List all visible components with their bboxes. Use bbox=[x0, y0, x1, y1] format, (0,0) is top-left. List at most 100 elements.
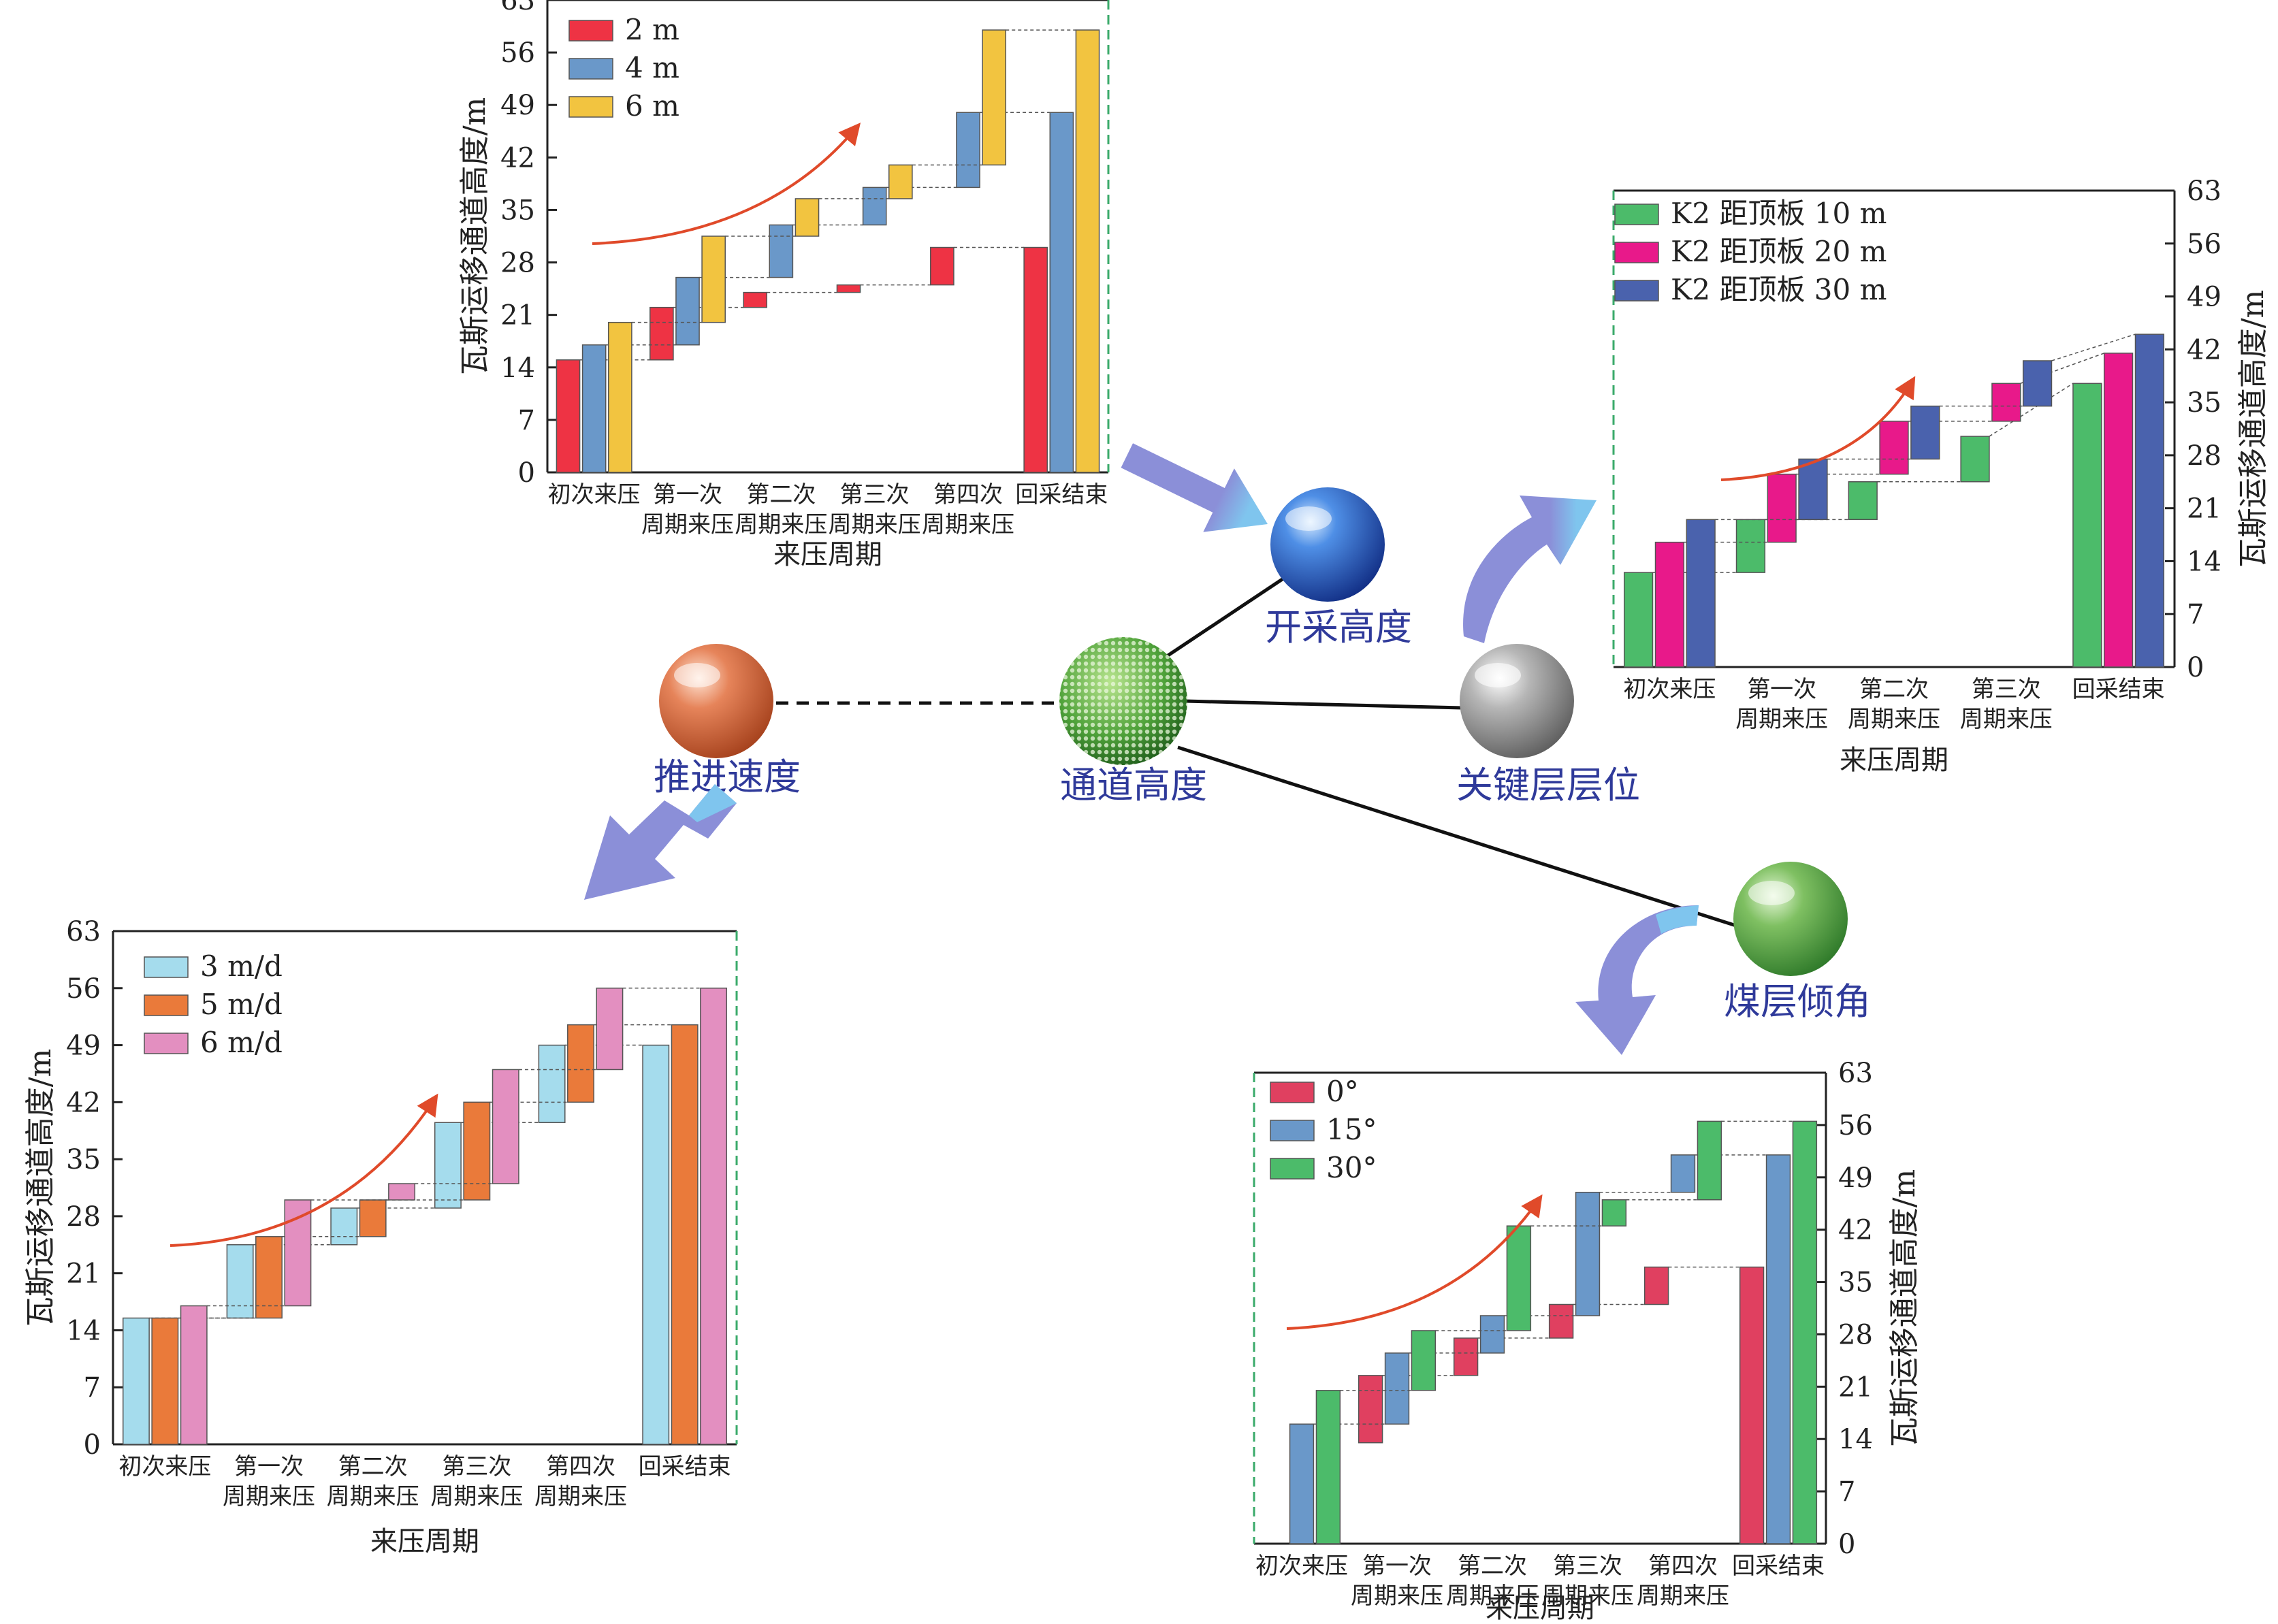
trend-arrow bbox=[1720, 376, 1916, 481]
y-tick-label: 7 bbox=[84, 1372, 101, 1403]
x-tick-label: 回采结束 bbox=[2072, 676, 2165, 703]
bar-15° bbox=[1670, 1154, 1696, 1193]
x-tick-label: 回采结束 bbox=[639, 1453, 731, 1480]
bar-K2 距顶板 10 m bbox=[1623, 572, 1654, 668]
bar-6 m/d bbox=[596, 988, 624, 1071]
x-tick-label: 回采结束 bbox=[1732, 1553, 1825, 1580]
x-axis-label: 来压周期 bbox=[773, 539, 882, 570]
trend-arrow bbox=[592, 123, 861, 245]
legend-swatch bbox=[568, 96, 613, 118]
arrow-to-seam-dip-chart bbox=[1575, 905, 1699, 1055]
bar-4 m bbox=[862, 186, 887, 226]
total-bar-30° bbox=[1792, 1120, 1818, 1544]
arrow-to-key-layer-chart bbox=[1463, 496, 1597, 643]
legend-swatch bbox=[1614, 280, 1659, 302]
factor-node-advance-speed: 推进速度 bbox=[654, 644, 801, 798]
factor-label: 开采高度 bbox=[1265, 606, 1412, 649]
y-tick-label: 28 bbox=[1838, 1319, 1873, 1350]
bar-K2 距顶板 10 m bbox=[1848, 481, 1878, 521]
bar-3 m/d bbox=[330, 1207, 358, 1246]
bar-5 m/d bbox=[151, 1317, 179, 1445]
y-tick-label: 63 bbox=[1838, 1058, 1873, 1089]
x-tick-label: 周期来压 bbox=[735, 511, 827, 538]
total-bar-6 m/d bbox=[700, 988, 728, 1445]
bar-6 m bbox=[795, 198, 820, 237]
trend-arrow bbox=[1286, 1194, 1543, 1330]
bar-15° bbox=[1479, 1315, 1505, 1354]
bar-3 m/d bbox=[122, 1317, 150, 1445]
x-axis-label: 来压周期 bbox=[1486, 1593, 1594, 1624]
factor-node-key-layer: 关键层层位 bbox=[1456, 644, 1640, 807]
bar-K2 距顶板 30 m bbox=[2022, 360, 2053, 407]
total-bar-K2 距顶板 30 m bbox=[2134, 334, 2165, 668]
bar-30° bbox=[1315, 1390, 1341, 1544]
legend-swatch bbox=[144, 1033, 189, 1054]
y-tick-label: 35 bbox=[66, 1144, 101, 1175]
bar-15° bbox=[1289, 1423, 1315, 1544]
y-tick-label: 28 bbox=[66, 1201, 101, 1233]
x-tick-label: 第一次 bbox=[653, 481, 722, 508]
x-tick-label: 第一次 bbox=[1362, 1553, 1432, 1580]
bar-5 m/d bbox=[463, 1101, 491, 1201]
legend-label: K2 距顶板 20 m bbox=[1671, 235, 1887, 268]
x-tick-label: 周期来压 bbox=[1848, 706, 1940, 733]
x-tick-label: 周期来压 bbox=[327, 1483, 419, 1510]
legend-swatch bbox=[1270, 1120, 1315, 1141]
x-tick-label: 第一次 bbox=[1747, 676, 1816, 703]
y-tick-label: 7 bbox=[1838, 1476, 1855, 1508]
chart-frame bbox=[112, 930, 738, 1446]
bar-K2 距顶板 30 m bbox=[1798, 458, 1828, 521]
y-tick-label: 21 bbox=[2187, 493, 2221, 525]
legend-label: 3 m/d bbox=[200, 949, 283, 983]
y-tick-label: 0 bbox=[1838, 1529, 1855, 1560]
bar-2 m bbox=[649, 306, 674, 361]
factor-node-seam-dip: 煤层倾角 bbox=[1724, 862, 1871, 1023]
x-tick-label: 第二次 bbox=[1859, 676, 1929, 703]
y-axis-label: 瓦斯运移通道高度/m bbox=[2236, 290, 2271, 568]
y-tick-label: 14 bbox=[500, 353, 535, 384]
y-tick-label: 49 bbox=[2187, 282, 2221, 313]
bar-30° bbox=[1697, 1120, 1722, 1201]
bar-6 m/d bbox=[180, 1305, 208, 1445]
legend-swatch bbox=[1270, 1158, 1315, 1180]
y-tick-label: 63 bbox=[500, 0, 535, 16]
total-bar-3 m/d bbox=[642, 1044, 670, 1445]
x-tick-label: 周期来压 bbox=[641, 511, 734, 538]
bar-30° bbox=[1411, 1330, 1437, 1391]
x-tick-label: 周期来压 bbox=[829, 511, 921, 538]
x-tick-label: 周期来压 bbox=[1351, 1582, 1443, 1610]
bar-2 m bbox=[836, 284, 861, 293]
chart-frame bbox=[546, 0, 1110, 474]
y-tick-label: 56 bbox=[1838, 1110, 1873, 1141]
bar-30° bbox=[1506, 1225, 1532, 1331]
bar-6 m bbox=[607, 321, 632, 473]
y-tick-label: 42 bbox=[1838, 1215, 1873, 1246]
legend-swatch bbox=[568, 58, 613, 80]
connector-mining-height bbox=[1161, 576, 1285, 661]
y-tick-label: 56 bbox=[66, 973, 101, 1005]
bar-6 m bbox=[701, 236, 726, 323]
bar-15° bbox=[1575, 1191, 1601, 1316]
y-tick-label: 35 bbox=[500, 195, 535, 226]
y-tick-label: 7 bbox=[518, 405, 535, 436]
legend-label: 6 m/d bbox=[200, 1026, 283, 1059]
x-tick-label: 周期来压 bbox=[1541, 1582, 1634, 1610]
bar-2 m bbox=[556, 359, 581, 473]
y-tick-label: 49 bbox=[1838, 1163, 1873, 1194]
y-tick-label: 35 bbox=[1838, 1267, 1873, 1299]
bar-4 m bbox=[769, 224, 794, 278]
x-tick-label: 周期来压 bbox=[1735, 706, 1828, 733]
sphere-orange bbox=[659, 644, 773, 758]
bar-6 m bbox=[888, 164, 913, 199]
sphere-blue bbox=[1270, 487, 1385, 602]
y-tick-label: 14 bbox=[1838, 1424, 1873, 1455]
y-tick-label: 14 bbox=[2187, 546, 2221, 577]
total-bar-4 m bbox=[1049, 112, 1074, 473]
x-tick-label: 第四次 bbox=[546, 1453, 615, 1480]
direction-arrows bbox=[584, 443, 1699, 1055]
factor-label: 煤层倾角 bbox=[1724, 980, 1871, 1023]
bar-5 m/d bbox=[359, 1199, 387, 1237]
